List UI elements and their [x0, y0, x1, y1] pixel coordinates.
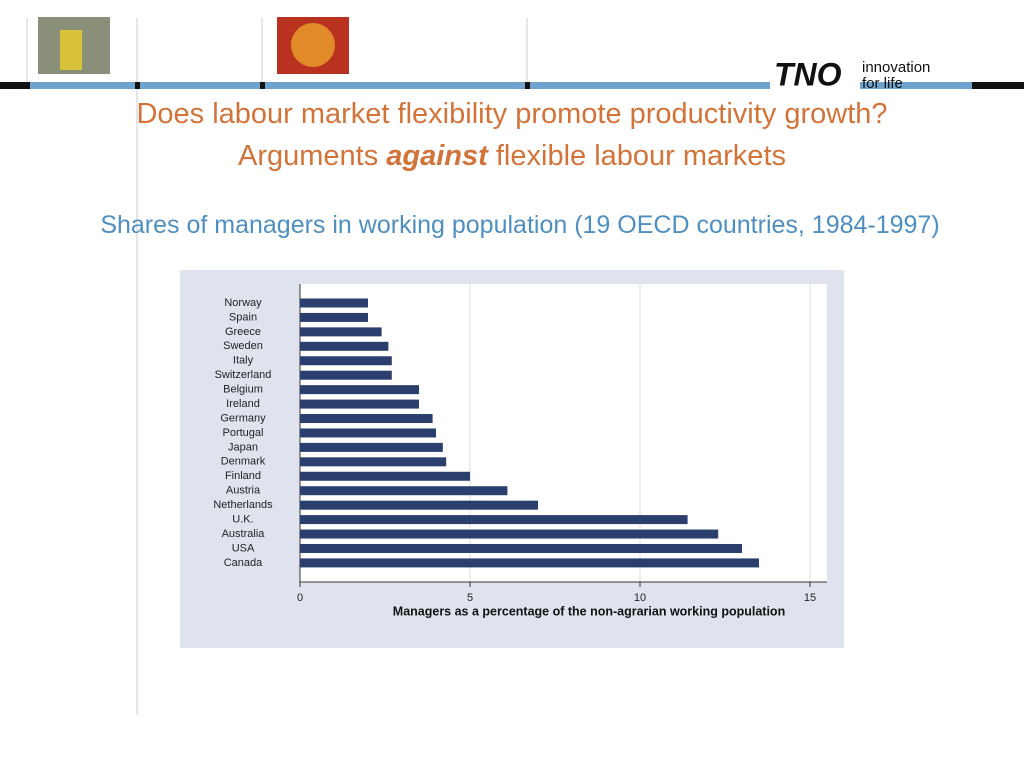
y-tick-label: Portugal	[223, 427, 264, 439]
header-bar-segment	[265, 82, 525, 89]
logo-brand: TNO	[774, 56, 842, 92]
header-bar-segment	[860, 82, 972, 89]
logo-bg	[770, 58, 860, 94]
y-tick-label: Denmark	[221, 456, 266, 468]
bar	[300, 399, 419, 409]
chart: Managers as a percentage of the non-agra…	[180, 270, 844, 648]
x-axis-label: Managers as a percentage of the non-agra…	[393, 604, 785, 618]
bar	[300, 500, 538, 510]
y-tick-label: Canada	[224, 557, 263, 569]
y-tick-label: USA	[232, 542, 255, 554]
x-tick-label: 0	[297, 592, 303, 604]
y-tick-label: U.K.	[232, 514, 253, 526]
y-tick-label: Sweden	[223, 340, 263, 352]
bar	[300, 486, 508, 496]
slide-title-2: Arguments against flexible labour market…	[0, 140, 1024, 173]
y-tick-label: Finland	[225, 470, 261, 482]
bar	[300, 515, 688, 525]
x-tick-label: 10	[634, 592, 646, 604]
y-tick-label: Italy	[233, 355, 254, 367]
y-tick-label: Australia	[222, 528, 266, 540]
bar	[300, 543, 742, 553]
logo-tagline: innovation	[862, 59, 930, 76]
y-tick-label: Spain	[229, 311, 257, 323]
bar	[300, 414, 433, 424]
title-emphasis: against	[386, 140, 488, 172]
title-part: flexible labour markets	[487, 140, 786, 172]
bar	[300, 428, 436, 438]
y-tick-label: Netherlands	[213, 499, 273, 511]
y-tick-label: Austria	[226, 485, 261, 497]
slide-subtitle: Shares of managers in working population…	[100, 211, 940, 239]
bar	[300, 385, 419, 395]
bar	[300, 442, 443, 452]
bar	[300, 341, 389, 351]
bar	[300, 370, 392, 380]
y-tick-label: Greece	[225, 326, 261, 338]
photo-detail	[60, 30, 82, 70]
header-bar-segment	[530, 82, 770, 89]
photo-detail	[291, 23, 335, 67]
y-tick-label: Ireland	[226, 398, 260, 410]
x-tick-label: 15	[804, 592, 816, 604]
header-bar-segment	[140, 82, 260, 89]
bar	[300, 356, 392, 366]
bar	[300, 471, 470, 481]
bar	[300, 558, 759, 568]
logo-tagline: for life	[862, 75, 903, 92]
x-tick-label: 5	[467, 592, 473, 604]
y-tick-label: Japan	[228, 441, 258, 453]
y-tick-label: Belgium	[223, 384, 263, 396]
title-part: Arguments	[237, 140, 387, 172]
bar	[300, 298, 368, 308]
y-tick-label: Norway	[224, 297, 262, 309]
slide-title: Does labour market flexibility promote p…	[136, 98, 888, 130]
header-bar-segment	[30, 82, 135, 89]
y-tick-label: Germany	[220, 412, 266, 424]
bar	[300, 327, 382, 337]
y-tick-label: Switzerland	[215, 369, 272, 381]
bar	[300, 312, 368, 322]
bar	[300, 457, 447, 467]
bar	[300, 529, 719, 539]
